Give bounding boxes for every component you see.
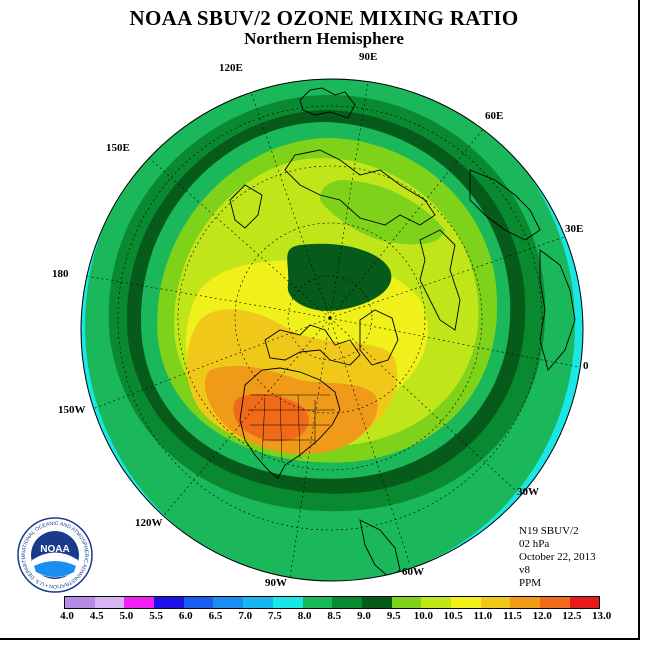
eurasia-low <box>320 180 445 245</box>
label-120e: 120E <box>219 62 243 74</box>
latitude-20n <box>117 105 543 531</box>
colorbar-tick-label: 10.5 <box>443 610 463 622</box>
info-version: v8 <box>519 564 530 576</box>
colorbar-tick-label: 5.5 <box>149 610 163 622</box>
colorbar-swatch <box>65 597 95 608</box>
meridian-90e <box>329 79 371 319</box>
meridian-120w <box>159 317 331 521</box>
meridian-30w <box>329 317 516 491</box>
colorbar-tick-label: 8.0 <box>297 610 312 622</box>
scandinavia <box>419 229 461 331</box>
colorbar-tick-label: 11.0 <box>473 610 493 622</box>
colorbar-swatch <box>421 597 451 608</box>
colorbar-swatch <box>391 597 422 608</box>
figure-frame <box>0 0 640 640</box>
logo-wave-icon <box>34 561 76 577</box>
meridian-60w <box>329 317 411 566</box>
colorbar-swatch <box>183 597 214 608</box>
label-90e: 90E <box>359 51 378 63</box>
colorbar-tick-label: 4.5 <box>89 610 104 622</box>
europe-coast <box>469 169 541 241</box>
arctic-archipelago <box>264 324 361 366</box>
map-title: NOAA SBUV/2 OZONE MIXING RATIO <box>129 6 519 30</box>
africa-coast <box>539 249 576 371</box>
colorbar-swatch <box>510 597 540 608</box>
label-90w: 90W <box>265 577 287 589</box>
colorbar-tick-label: 12.0 <box>532 610 552 622</box>
colorbar-swatch <box>213 597 244 608</box>
label-30w: 30W <box>517 486 539 498</box>
meridian-90w <box>289 317 331 579</box>
colorbar-tick-label: 12.5 <box>562 610 582 622</box>
colorbar-tick-label: 10.0 <box>413 610 434 622</box>
eurasia-arctic-coast <box>284 149 436 226</box>
label-30e: 30E <box>565 223 584 235</box>
label-60e: 60E <box>485 110 504 122</box>
colorbar-swatch <box>361 597 392 608</box>
label-180: 180 <box>52 268 69 280</box>
info-date: October 22, 2013 <box>519 551 596 563</box>
latitude-60n <box>234 222 426 414</box>
colorbar-tick-label: 7.0 <box>238 610 253 622</box>
map-subtitle: Northern Hemisphere <box>244 29 404 48</box>
us-states <box>248 394 335 463</box>
meridian-180 <box>81 274 331 319</box>
label-60w: 60W <box>402 566 424 578</box>
label-0: 0 <box>583 360 589 372</box>
map-boundary <box>80 78 584 582</box>
logo-wordmark: NOAA <box>40 544 69 555</box>
latitude-80n <box>287 275 373 361</box>
colorbar-tick-label: 9.5 <box>386 610 401 622</box>
colorbar-swatch <box>272 597 303 608</box>
meridian-30e <box>329 234 571 319</box>
colorbar-tick-label: 7.5 <box>268 610 282 622</box>
colorbar-tick-label: 13.0 <box>591 610 612 622</box>
colorbar-swatch <box>94 597 125 608</box>
colorbar-swatch <box>243 597 273 608</box>
colorbar-tick-label: 8.5 <box>327 610 342 622</box>
colorbar-swatch <box>154 597 184 608</box>
north-america-coast <box>239 367 341 479</box>
kamchatka <box>229 184 263 229</box>
info-units: PPM <box>519 577 542 589</box>
colorbar-tick-label: 6.5 <box>208 610 223 622</box>
info-pressure: 02 hPa <box>519 538 550 550</box>
south-asia-coast <box>299 87 356 119</box>
label-150w: 150W <box>58 404 86 416</box>
colorbar-swatch <box>302 597 333 608</box>
dataset-info: N19 SBUV/2 02 hPa October 22, 2013 v8 PP… <box>519 525 596 590</box>
band-12-0 <box>233 394 309 442</box>
colorbar-tick-label: 5.0 <box>119 610 134 622</box>
label-120w: 120W <box>135 517 163 529</box>
colorbar-tick-label: 11.5 <box>503 610 522 622</box>
meridian-150e <box>139 149 331 319</box>
logo-ring-text: NATIONAL OCEANIC AND ATMOSPHERIC ADMINIS… <box>0 0 89 589</box>
polar-low <box>287 243 392 311</box>
label-150e: 150E <box>106 142 130 154</box>
latitude-40n <box>177 165 483 471</box>
colorbar-tick-label: 6.0 <box>178 610 193 622</box>
colorbar-swatch <box>332 597 362 608</box>
coastlines <box>229 87 576 579</box>
info-instrument: N19 SBUV/2 <box>519 525 579 537</box>
colorbar-swatch <box>480 597 511 608</box>
colorbar-swatch <box>569 597 600 608</box>
colorbar <box>64 596 601 609</box>
greenland <box>359 309 399 366</box>
ozone-field <box>81 79 583 581</box>
colorbar-tick-label: 9.0 <box>357 610 371 622</box>
colorbar-tick-label: 4.0 <box>60 610 74 622</box>
colorbar-swatch <box>124 597 155 608</box>
graticule <box>81 79 583 579</box>
colorbar-swatch <box>540 597 570 608</box>
colorbar-swatch <box>450 597 481 608</box>
